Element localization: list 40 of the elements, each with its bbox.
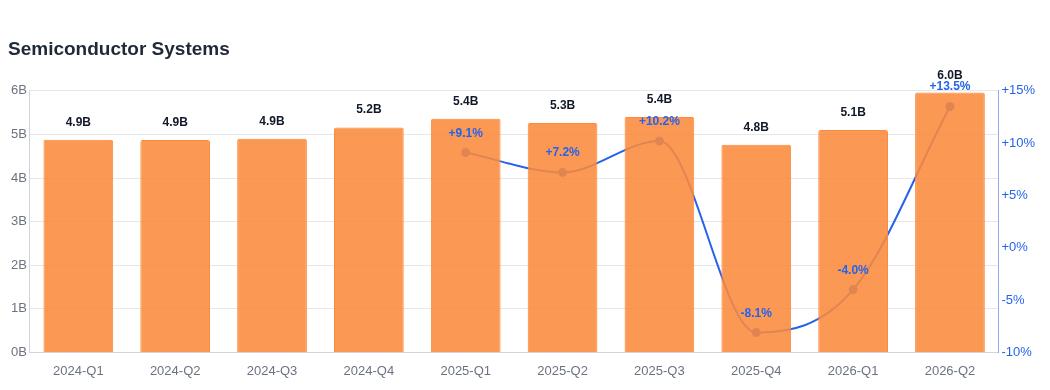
y-tick-label: 5B [10,125,27,141]
x-tick-label: 2026-Q2 [924,362,976,378]
y-tick-label: 2B [10,256,27,272]
y2-tick-label: +0% [1001,239,1029,255]
x-tick-label: 2026-Q1 [827,362,879,378]
data-label: 4.9B [259,113,286,128]
data-label: 5.4B [646,91,673,106]
y-tick-label: 1B [10,300,27,316]
x-tick-label: 2024-Q1 [53,362,104,378]
data-label: +10.2% [638,114,681,129]
x-tick-label: 2024-Q3 [246,362,298,378]
data-label: 4.9B [162,115,189,130]
y2-tick-label: +5% [1001,187,1029,203]
x-tick-label: 2025-Q1 [440,362,492,378]
data-label: +9.1% [448,125,484,140]
x-tick-label: 2025-Q2 [537,362,588,378]
x-tick-label: 2025-Q4 [730,362,782,378]
y2-tick-label: -5% [1001,291,1025,307]
data-label: 5.1B [840,105,867,120]
data-label: 4.9B [65,114,92,129]
x-tick-label: 2024-Q4 [343,362,395,378]
data-label: 4.8B [743,119,770,134]
x-tick-label: 2025-Q3 [634,362,685,378]
y2-tick-label: -10% [1001,343,1033,359]
y2-tick-label: +15% [1001,82,1036,98]
y-tick-label: 4B [10,169,27,185]
data-label: 6.0B [937,67,963,82]
y2-tick-label: +10% [1001,134,1036,150]
y-tick-label: 0B [10,343,27,359]
x-tick-label: 2024-Q2 [149,362,201,378]
data-label: 5.3B [549,98,576,113]
data-label: +13.5% [929,79,971,94]
data-label: -8.1% [740,305,773,320]
data-label: 5.2B [356,102,382,117]
data-label: +7.2% [545,145,581,160]
y-tick-label: 3B [10,213,27,229]
chart-title: Semiconductor Systems [8,37,230,59]
y-tick-label: 6B [10,82,27,98]
data-label: -4.0% [837,262,870,277]
data-label: 5.4B [453,93,479,108]
